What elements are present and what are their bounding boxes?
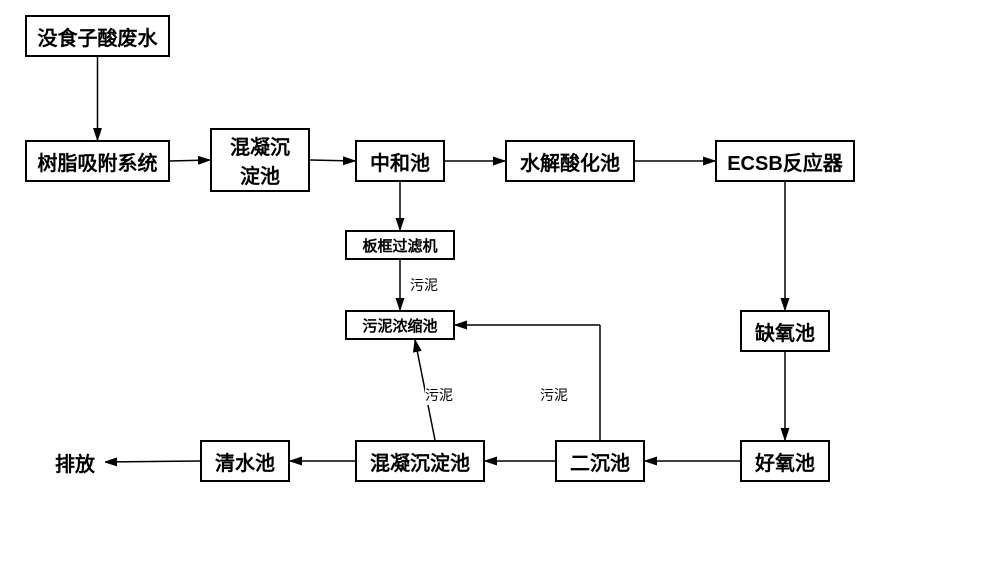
flowchart-node-n10: 好氧池 [740,440,830,482]
flowchart-node-n14: 排放 [45,448,105,476]
flowchart-node-n8: 污泥浓缩池 [345,310,455,340]
edge-label: 污泥 [410,275,438,295]
flowchart-node-n9: 缺氧池 [740,310,830,352]
flowchart-node-n12: 混凝沉淀池 [355,440,485,482]
flowchart-node-n3: 混凝沉淀池 [210,128,310,192]
flowchart-node-n6: ECSB反应器 [715,140,855,182]
flowchart-node-n2: 树脂吸附系统 [25,140,170,182]
flowchart-node-n4: 中和池 [355,140,445,182]
flowchart-node-n13: 清水池 [200,440,290,482]
edge-label: 污泥 [425,385,453,405]
flowchart-node-n7: 板框过滤机 [345,230,455,260]
flowchart-node-n5: 水解酸化池 [505,140,635,182]
flowchart-node-n1: 没食子酸废水 [25,15,170,57]
edge-label: 污泥 [540,385,568,405]
flowchart-node-n11: 二沉池 [555,440,645,482]
